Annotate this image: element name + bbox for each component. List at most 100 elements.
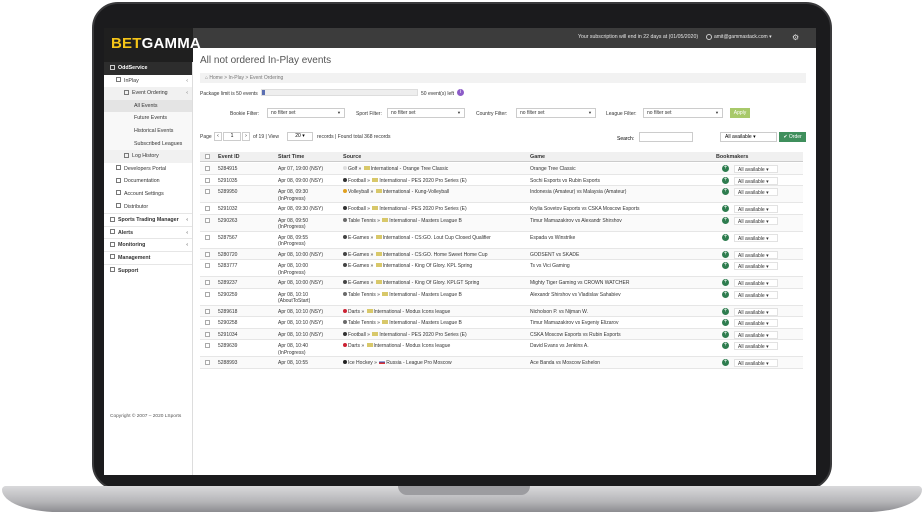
sidebar-item-historical-events[interactable]: Historical Events — [104, 124, 192, 138]
table-row[interactable]: 5291032 Apr 08, 09:30 (NSY) Football » Int… — [200, 203, 803, 215]
select-all-checkbox[interactable] — [205, 154, 210, 159]
breadcrumb[interactable]: ⌂ Home > In-Play > Event Ordering — [200, 73, 806, 83]
add-bookmaker-button[interactable]: + — [722, 216, 729, 224]
sidebar-item-event-ordering[interactable]: Event Ordering ‹ — [104, 87, 192, 100]
row-checkbox[interactable] — [205, 291, 210, 297]
table-row[interactable]: 5291035 Apr 08, 09:00 (NSY) Football » Int… — [200, 175, 803, 186]
add-bookmaker-button[interactable]: + — [722, 233, 729, 241]
sidebar-item-documentation[interactable]: Documentation — [104, 175, 192, 188]
row-checkbox[interactable] — [205, 166, 210, 171]
row-checkbox[interactable] — [205, 360, 210, 365]
add-bookmaker-button[interactable]: + — [722, 330, 729, 338]
bookmaker-select[interactable]: All available ▾ — [734, 205, 778, 213]
table-row[interactable]: 5289950 Apr 08, 09:30 (InProgress) Volleyba… — [200, 186, 803, 203]
bookmaker-select[interactable]: All available ▾ — [734, 319, 778, 327]
table-row[interactable]: 5289639 Apr 08, 10:40 (InProgress) Darts » … — [200, 340, 803, 357]
table-row[interactable]: 5288993 Apr 08, 10:55 Ice Hockey » Russia … — [200, 357, 803, 369]
table-row[interactable]: 5290258 Apr 08, 10:10 (NSY) Table Tennis »… — [200, 317, 803, 329]
logo[interactable]: BETGAMMA — [104, 28, 201, 62]
row-checkbox[interactable] — [205, 280, 210, 285]
sidebar-item-log-history[interactable]: Log History — [104, 150, 192, 163]
all-available-select[interactable]: All available ▾ — [720, 132, 777, 142]
add-bookmaker-button[interactable]: + — [722, 176, 729, 184]
row-checkbox[interactable] — [205, 331, 210, 337]
sidebar-item-support[interactable]: Support — [104, 263, 192, 277]
next-page-button[interactable]: › — [242, 132, 250, 141]
row-checkbox[interactable] — [205, 308, 210, 314]
col-game[interactable]: Game — [530, 154, 545, 160]
bookmaker-select[interactable]: All available ▾ — [734, 279, 778, 287]
add-bookmaker-button[interactable]: + — [722, 319, 729, 326]
bookmaker-select[interactable]: All available ▾ — [734, 359, 778, 367]
row-checkbox[interactable] — [205, 206, 210, 211]
page-number-input[interactable]: 1 — [223, 132, 241, 141]
table-row[interactable]: 5287567 Apr 08, 09:55 (InProgress) E-Games … — [200, 232, 803, 249]
bookmaker-select[interactable]: All available ▾ — [734, 165, 778, 173]
bookmaker-select[interactable]: All available ▾ — [734, 330, 778, 339]
bookmaker-select[interactable]: All available ▾ — [734, 262, 778, 270]
table-row[interactable]: 5289237 Apr 08, 10:00 (NSY) E-Games » Inte… — [200, 277, 803, 289]
row-checkbox[interactable] — [205, 343, 210, 348]
add-bookmaker-button[interactable]: + — [722, 359, 729, 366]
apply-button[interactable]: Apply — [730, 108, 750, 118]
sidebar-item-alerts[interactable]: Alerts ‹ — [104, 225, 192, 239]
row-checkbox[interactable] — [205, 177, 210, 183]
bookmaker-select[interactable]: All available ▾ — [734, 176, 778, 185]
add-bookmaker-button[interactable]: + — [722, 205, 729, 212]
bookmaker-select[interactable]: All available ▾ — [734, 342, 778, 350]
info-icon[interactable]: i — [457, 89, 464, 96]
add-bookmaker-button[interactable]: + — [722, 279, 729, 286]
league-filter-select[interactable]: no filter set ▼ — [643, 108, 723, 118]
sidebar-item-developers-portal[interactable]: Developers Portal — [104, 163, 192, 176]
view-count-select[interactable]: 20 ▾ — [287, 132, 313, 141]
row-checkbox[interactable] — [205, 251, 210, 257]
row-checkbox[interactable] — [205, 217, 210, 223]
sidebar-item-account-settings[interactable]: Account Settings — [104, 188, 192, 201]
sidebar-item-future-events[interactable]: Future Events — [104, 112, 192, 125]
sidebar-item-oddservice[interactable]: OddService — [104, 62, 192, 75]
col-bookmakers[interactable]: Bookmakers — [716, 154, 749, 160]
sidebar-item-monitoring[interactable]: Monitoring ‹ — [104, 238, 192, 251]
sidebar-item-distributor[interactable]: Distributor — [104, 201, 192, 214]
table-row[interactable]: 5284915 Apr 07, 19:00 (NSY) Golf » Interna… — [200, 163, 803, 175]
add-bookmaker-button[interactable]: + — [722, 342, 729, 349]
row-checkbox[interactable] — [205, 263, 210, 268]
search-input[interactable] — [639, 132, 693, 142]
sidebar-item-sports-trading-manager[interactable]: Sports Trading Manager ‹ — [104, 213, 192, 226]
table-row[interactable]: 5290263 Apr 08, 09:50 (InProgress) Table Te… — [200, 214, 803, 232]
sidebar-item-inplay[interactable]: InPlay ‹ — [104, 75, 192, 88]
row-checkbox[interactable] — [205, 320, 210, 325]
prev-page-button[interactable]: ‹ — [214, 132, 222, 141]
sport-filter-select[interactable]: no filter set ▼ — [387, 108, 465, 118]
col-source[interactable]: Source — [343, 154, 362, 160]
bookmaker-select[interactable]: All available ▾ — [734, 307, 778, 316]
add-bookmaker-button[interactable]: + — [722, 250, 729, 258]
bookmaker-select[interactable]: All available ▾ — [734, 233, 778, 242]
sidebar-item-subscribed-leagues[interactable]: Subscribed Leagues — [104, 137, 192, 151]
table-row[interactable]: 5283777 Apr 08, 10:00 (InProgress) E-Games … — [200, 260, 803, 277]
row-checkbox[interactable] — [205, 189, 210, 194]
country-filter-select[interactable]: no filter set ▼ — [516, 108, 596, 118]
order-button[interactable]: ✔ Order — [779, 132, 806, 142]
bookie-filter-select[interactable]: no filter set ▼ — [267, 108, 345, 118]
table-row[interactable]: 5280720 Apr 08, 10:00 (NSY) E-Games » Inte… — [200, 248, 803, 260]
sidebar-item-management[interactable]: Management — [104, 250, 192, 264]
table-row[interactable]: 5290259 Apr 08, 10:10 (AboutToStart) Table … — [200, 289, 803, 306]
bookmaker-select[interactable]: All available ▾ — [734, 290, 778, 299]
bookmaker-select[interactable]: All available ▾ — [734, 250, 778, 259]
add-bookmaker-button[interactable]: + — [722, 262, 729, 269]
bookmaker-select[interactable]: All available ▾ — [734, 216, 778, 225]
sidebar-item-all-events[interactable]: All Events — [104, 99, 192, 113]
add-bookmaker-button[interactable]: + — [722, 188, 729, 195]
row-checkbox[interactable] — [205, 234, 210, 240]
add-bookmaker-button[interactable]: + — [722, 290, 729, 298]
col-start-time[interactable]: Start Time — [278, 154, 305, 160]
col-event-id[interactable]: Event ID — [218, 154, 240, 160]
table-row[interactable]: 5289618 Apr 08, 10:10 (NSY) Darts » Intern… — [200, 305, 803, 317]
table-row[interactable]: 5291034 Apr 08, 10:10 (NSY) Football » Int… — [200, 328, 803, 340]
add-bookmaker-button[interactable]: + — [722, 307, 729, 315]
gear-icon[interactable]: ⚙ — [792, 33, 800, 42]
add-bookmaker-button[interactable]: + — [722, 165, 729, 172]
user-menu[interactable]: amit@gammastack.com ▾ — [714, 34, 772, 40]
bookmaker-select[interactable]: All available ▾ — [734, 188, 778, 196]
